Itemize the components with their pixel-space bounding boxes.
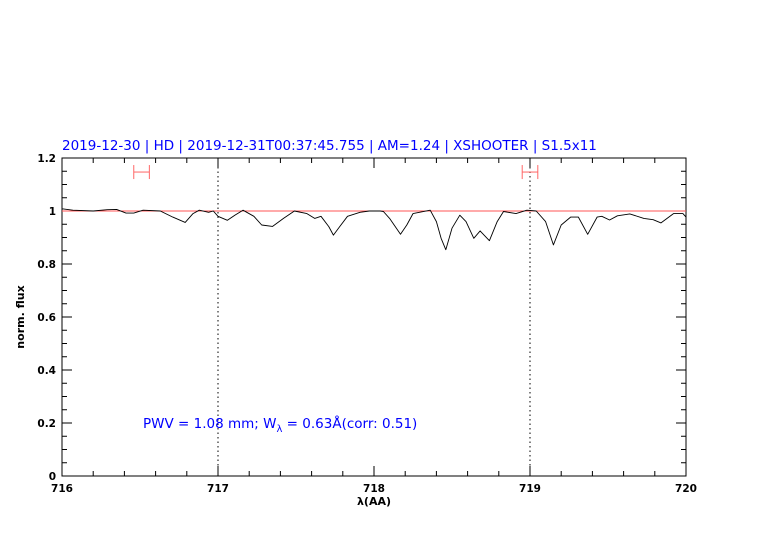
x-tick-label: 719 — [519, 483, 541, 495]
y-axis-label: norm. flux — [14, 285, 27, 348]
x-axis-label: λ(AA) — [357, 495, 391, 508]
x-tick-label: 718 — [363, 483, 385, 495]
chart-title: 2019-12-30 | HD | 2019-12-31T00:37:45.75… — [62, 138, 597, 154]
x-tick-label: 717 — [207, 483, 229, 495]
error-bar — [521, 165, 539, 180]
y-tick-label: 0.8 — [37, 259, 56, 271]
x-tick-label: 716 — [51, 483, 73, 495]
annotation-tail: = 0.63Å(corr: 0.51) — [282, 415, 417, 432]
annotation-main: PWV = 1.08 mm; W — [143, 416, 276, 432]
error-bar — [133, 165, 150, 180]
y-tick-label: 0.2 — [37, 418, 56, 430]
y-tick-label: 1 — [49, 206, 56, 218]
pwv-annotation: PWV = 1.08 mm; Wλ = 0.63Å(corr: 0.51) — [143, 415, 417, 435]
y-tick-label: 0 — [49, 471, 56, 483]
y-tick-label: 0.4 — [37, 365, 56, 377]
y-tick-label: 0.6 — [37, 312, 56, 324]
spectrum-line — [62, 208, 687, 251]
x-tick-label: 720 — [675, 483, 697, 495]
annotation-subscript: λ — [276, 424, 282, 435]
y-tick-label: 1.2 — [37, 153, 56, 165]
